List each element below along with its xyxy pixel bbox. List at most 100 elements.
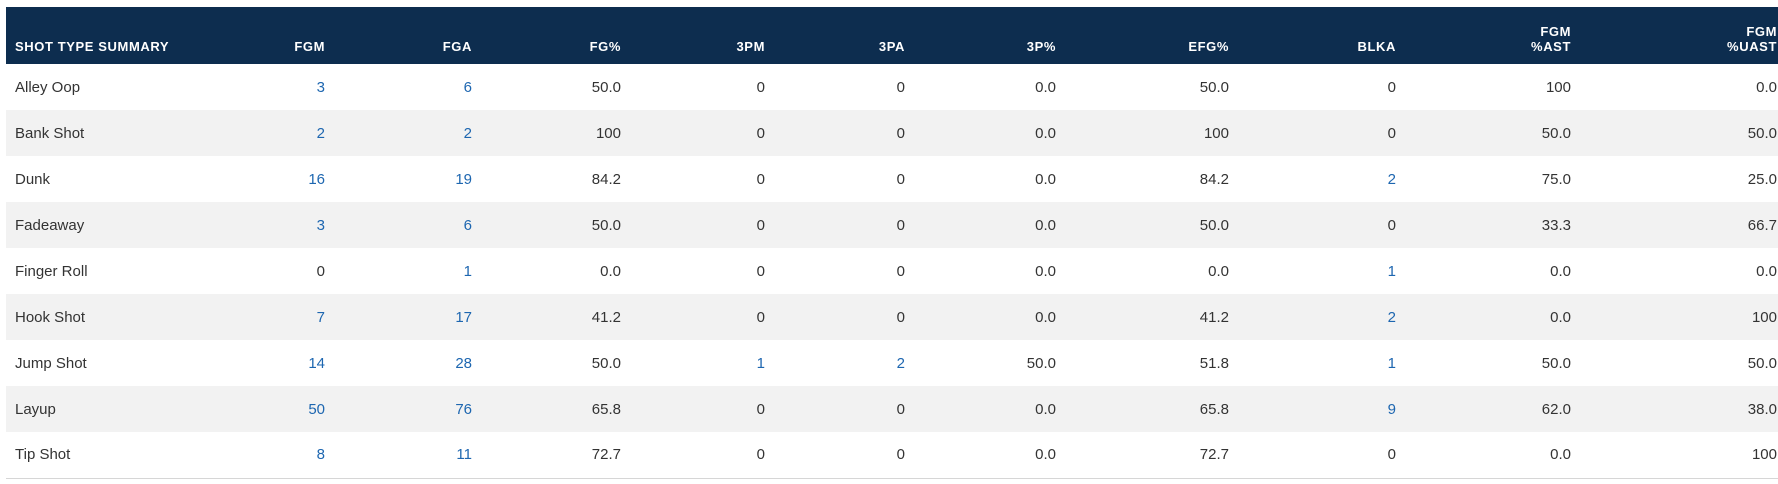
3pa-cell[interactable]: 2 <box>896 354 905 372</box>
header-fgm[interactable]: FGM <box>217 7 337 64</box>
fgm-pct-uast-cell: 25.0 <box>1747 170 1777 188</box>
header-3pa-label: 3PA <box>878 39 905 54</box>
header-3pm[interactable]: 3PM <box>633 7 777 64</box>
shot-type-summary-table-wrapper: SHOT TYPE SUMMARY FGM FGA FG% 3PM 3PA 3P% EFG% B… <box>6 7 1778 479</box>
fgm-pct-uast-cell: 66.7 <box>1747 216 1777 234</box>
3pa-cell: 0 <box>896 262 905 280</box>
fgm-cell[interactable]: 3 <box>316 216 325 234</box>
table-body: Alley Oop 3 6 50.0 0 0 0.0 50.0 0 100 0.0 Bank Shot… <box>6 64 1778 478</box>
fga-cell[interactable]: 28 <box>455 354 472 372</box>
blka-cell: 0 <box>1387 216 1396 234</box>
header-fgm-pct-ast-label: %AST <box>1531 39 1571 54</box>
3pm-cell: 0 <box>756 216 765 234</box>
fgm-cell[interactable]: 7 <box>316 308 325 326</box>
header-blka-label: BLKA <box>1357 39 1396 54</box>
3p-pct-cell: 0.0 <box>1035 170 1056 188</box>
table-row: Hook Shot 7 17 41.2 0 0 0.0 41.2 2 0.0 100 <box>6 294 1778 340</box>
fgm-pct-ast-cell: 0.0 <box>1550 308 1571 326</box>
3p-pct-cell: 0.0 <box>1035 216 1056 234</box>
blka-cell[interactable]: 2 <box>1387 308 1396 326</box>
3pm-cell: 0 <box>756 446 765 464</box>
fga-cell[interactable]: 76 <box>455 400 472 418</box>
fgm-cell[interactable]: 16 <box>308 170 325 188</box>
fga-cell[interactable]: 6 <box>463 216 472 234</box>
shot-type-summary-table: SHOT TYPE SUMMARY FGM FGA FG% 3PM 3PA 3P% EFG% B… <box>6 7 1778 479</box>
3p-pct-cell: 0.0 <box>1035 308 1056 326</box>
fga-cell[interactable]: 17 <box>455 308 472 326</box>
header-fga[interactable]: FGA <box>337 7 484 64</box>
3pm-cell: 0 <box>756 308 765 326</box>
blka-cell: 0 <box>1387 78 1396 96</box>
fgm-pct-ast-cell: 62.0 <box>1541 400 1571 418</box>
table-row: Dunk 16 19 84.2 0 0 0.0 84.2 2 75.0 25.0 <box>6 156 1778 202</box>
3p-pct-cell: 0.0 <box>1035 78 1056 96</box>
shot-type-cell: Finger Roll <box>15 262 88 280</box>
shot-type-cell: Bank Shot <box>15 124 85 142</box>
fg-pct-cell: 84.2 <box>591 170 621 188</box>
header-fgm-pct-ast[interactable]: FGM %AST <box>1408 7 1583 64</box>
shot-type-cell: Hook Shot <box>15 308 86 326</box>
shot-type-cell: Fadeaway <box>15 216 85 234</box>
fgm-cell: 0 <box>316 262 325 280</box>
fg-pct-cell: 50.0 <box>591 78 621 96</box>
efg-pct-cell: 50.0 <box>1199 78 1229 96</box>
header-shot-type-summary[interactable]: SHOT TYPE SUMMARY <box>6 7 217 64</box>
blka-cell[interactable]: 1 <box>1387 262 1396 280</box>
header-shot-type-summary-label: SHOT TYPE SUMMARY <box>15 39 170 54</box>
fg-pct-cell: 50.0 <box>591 354 621 372</box>
fgm-cell[interactable]: 3 <box>316 78 325 96</box>
fg-pct-cell: 100 <box>595 124 621 142</box>
header-efg-pct[interactable]: EFG% <box>1068 7 1241 64</box>
fgm-pct-ast-cell: 75.0 <box>1541 170 1571 188</box>
fgm-pct-uast-cell: 38.0 <box>1747 400 1777 418</box>
header-blka[interactable]: BLKA <box>1241 7 1408 64</box>
fgm-cell[interactable]: 8 <box>316 446 325 464</box>
fga-cell[interactable]: 11 <box>456 446 472 464</box>
fga-cell[interactable]: 2 <box>463 124 472 142</box>
3p-pct-cell: 50.0 <box>1026 354 1056 372</box>
header-fgm-pct-uast[interactable]: FGM %UAST <box>1583 7 1778 64</box>
blka-cell[interactable]: 9 <box>1387 400 1396 418</box>
table-row: Jump Shot 14 28 50.0 1 2 50.0 51.8 1 50.0 50.0 <box>6 340 1778 386</box>
efg-pct-cell: 65.8 <box>1199 400 1229 418</box>
3pa-cell: 0 <box>896 216 905 234</box>
3pm-cell: 0 <box>756 78 765 96</box>
3pa-cell: 0 <box>896 124 905 142</box>
table-row: Fadeaway 3 6 50.0 0 0 0.0 50.0 0 33.3 66.7 <box>6 202 1778 248</box>
fga-cell[interactable]: 19 <box>455 170 472 188</box>
fg-pct-cell: 50.0 <box>591 216 621 234</box>
table-header: SHOT TYPE SUMMARY FGM FGA FG% 3PM 3PA 3P% EFG% B… <box>6 7 1778 64</box>
fgm-cell[interactable]: 2 <box>316 124 325 142</box>
3pa-cell: 0 <box>896 308 905 326</box>
fgm-pct-uast-cell: 100 <box>1751 308 1777 326</box>
table-row: Tip Shot 8 11 72.7 0 0 0.0 72.7 0 0.0 100 <box>6 432 1778 478</box>
header-fgm-pct-uast-label: FGM <box>1746 24 1777 39</box>
fgm-pct-ast-cell: 0.0 <box>1550 446 1571 464</box>
blka-cell[interactable]: 1 <box>1387 354 1396 372</box>
fgm-cell[interactable]: 14 <box>308 354 325 372</box>
fga-cell[interactable]: 1 <box>463 262 472 280</box>
fg-pct-cell: 65.8 <box>591 400 621 418</box>
blka-cell: 0 <box>1387 446 1396 464</box>
fgm-pct-uast-cell: 50.0 <box>1747 124 1777 142</box>
header-efg-pct-label: EFG% <box>1188 39 1229 54</box>
blka-cell[interactable]: 2 <box>1387 170 1396 188</box>
header-3pa[interactable]: 3PA <box>777 7 917 64</box>
fgm-cell[interactable]: 50 <box>308 400 325 418</box>
header-3p-pct[interactable]: 3P% <box>917 7 1068 64</box>
table-row: Layup 50 76 65.8 0 0 0.0 65.8 9 62.0 38.0 <box>6 386 1778 432</box>
fga-cell[interactable]: 6 <box>463 78 472 96</box>
efg-pct-cell: 100 <box>1203 124 1229 142</box>
3p-pct-cell: 0.0 <box>1035 400 1056 418</box>
efg-pct-cell: 72.7 <box>1199 446 1229 464</box>
header-3pm-label: 3PM <box>736 39 765 54</box>
shot-type-cell: Dunk <box>15 170 51 188</box>
fgm-pct-ast-cell: 0.0 <box>1550 262 1571 280</box>
efg-pct-cell: 50.0 <box>1199 216 1229 234</box>
3pa-cell: 0 <box>896 446 905 464</box>
blka-cell: 0 <box>1387 124 1396 142</box>
header-fg-pct[interactable]: FG% <box>484 7 633 64</box>
fg-pct-cell: 41.2 <box>591 308 621 326</box>
3pm-cell[interactable]: 1 <box>756 354 765 372</box>
shot-type-cell: Layup <box>15 400 56 418</box>
